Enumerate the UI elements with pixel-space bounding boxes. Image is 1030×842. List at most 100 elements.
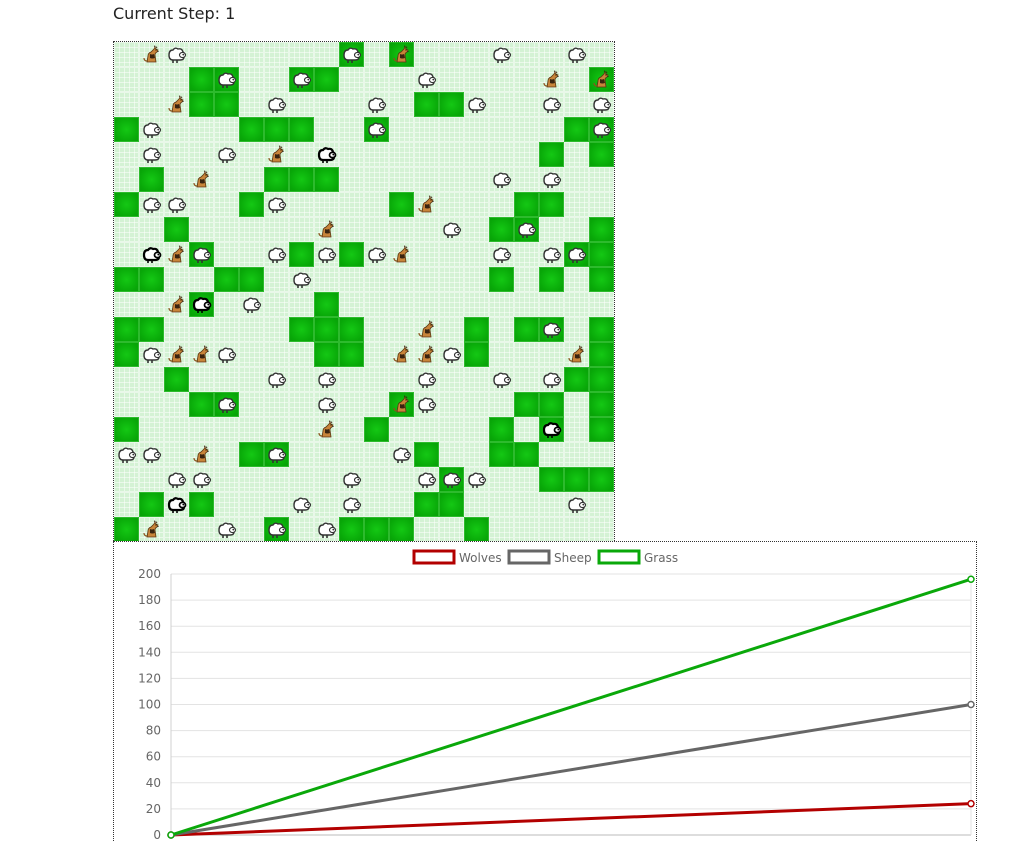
sheep-icon — [143, 447, 162, 463]
grass-cell — [389, 392, 414, 417]
empty-cell — [239, 217, 264, 242]
grass-cell — [264, 517, 289, 542]
empty-cell — [289, 42, 314, 67]
sheep-icon — [593, 97, 612, 113]
empty-cell — [364, 292, 389, 317]
grass-cell — [539, 467, 564, 492]
empty-cell — [589, 492, 614, 517]
empty-cell — [464, 117, 489, 142]
empty-cell — [439, 267, 464, 292]
grass-cell — [589, 342, 614, 367]
grass-cell — [339, 517, 364, 542]
sheep-icon — [118, 447, 137, 463]
empty-cell — [539, 92, 564, 117]
empty-cell — [264, 142, 289, 167]
series-line — [170, 802, 972, 837]
legend-swatch — [597, 549, 641, 565]
sheep-icon — [418, 372, 437, 388]
empty-cell — [314, 442, 339, 467]
sheep-icon — [593, 122, 612, 138]
grass-cell — [264, 117, 289, 142]
empty-cell — [589, 192, 614, 217]
grass-cell — [214, 67, 239, 92]
y-tick-label: 0 — [153, 828, 161, 842]
empty-cell — [439, 342, 464, 367]
y-tick-label: 120 — [138, 671, 161, 685]
grass-cell — [514, 442, 539, 467]
empty-cell — [339, 367, 364, 392]
grass-cell — [539, 417, 564, 442]
grass-cell — [589, 392, 614, 417]
empty-cell — [389, 242, 414, 267]
population-chart: 0 20 40 60 80 100 120 140 160 180 200 Wolves Sheep Gr… — [113, 541, 977, 842]
grass-cell — [364, 417, 389, 442]
empty-cell — [414, 342, 439, 367]
sheep-icon — [568, 247, 587, 263]
empty-cell — [339, 442, 364, 467]
empty-cell — [189, 192, 214, 217]
wolf-icon — [418, 320, 435, 338]
grass-cell — [114, 267, 139, 292]
empty-cell — [389, 117, 414, 142]
empty-cell — [114, 242, 139, 267]
empty-cell — [164, 267, 189, 292]
empty-cell — [439, 217, 464, 242]
empty-cell — [189, 367, 214, 392]
empty-cell — [214, 167, 239, 192]
grass-cell — [589, 67, 614, 92]
empty-cell — [539, 67, 564, 92]
grass-cell — [164, 217, 189, 242]
grass-cell — [589, 217, 614, 242]
y-tick-label: 80 — [146, 724, 161, 738]
empty-cell — [289, 342, 314, 367]
wolf-icon — [268, 145, 285, 163]
wolf-icon — [393, 345, 410, 363]
grass-cell — [414, 92, 439, 117]
grass-cell — [114, 117, 139, 142]
sheep-icon — [167, 497, 187, 513]
grass-cell — [339, 317, 364, 342]
empty-cell — [564, 142, 589, 167]
grass-cell — [589, 417, 614, 442]
empty-cell — [314, 267, 339, 292]
empty-cell — [114, 217, 139, 242]
empty-cell — [289, 442, 314, 467]
grass-cell — [114, 317, 139, 342]
wolf-icon — [318, 420, 335, 438]
grass-cell — [164, 367, 189, 392]
wolf-icon — [418, 345, 435, 363]
empty-cell — [314, 492, 339, 517]
grass-cell — [239, 192, 264, 217]
wolf-icon — [193, 345, 210, 363]
empty-cell — [239, 292, 264, 317]
sheep-icon — [268, 447, 287, 463]
empty-cell — [139, 117, 164, 142]
empty-cell — [214, 467, 239, 492]
wolf-icon — [393, 245, 410, 263]
empty-cell — [539, 517, 564, 542]
empty-cell — [164, 342, 189, 367]
empty-cell — [114, 42, 139, 67]
empty-cell — [414, 392, 439, 417]
empty-cell — [489, 392, 514, 417]
sheep-icon — [218, 347, 237, 363]
wolf-icon — [168, 295, 185, 313]
empty-cell — [464, 192, 489, 217]
empty-cell — [464, 92, 489, 117]
empty-cell — [239, 417, 264, 442]
empty-cell — [264, 492, 289, 517]
sheep-icon — [268, 247, 287, 263]
sheep-icon — [443, 472, 462, 488]
empty-cell — [389, 292, 414, 317]
sheep-icon — [493, 372, 512, 388]
empty-cell — [564, 42, 589, 67]
empty-cell — [214, 142, 239, 167]
empty-cell — [214, 42, 239, 67]
empty-cell — [114, 67, 139, 92]
empty-cell — [289, 417, 314, 442]
grass-cell — [489, 217, 514, 242]
empty-cell — [464, 367, 489, 392]
sheep-icon — [168, 197, 187, 213]
empty-cell — [539, 42, 564, 67]
empty-cell — [414, 367, 439, 392]
